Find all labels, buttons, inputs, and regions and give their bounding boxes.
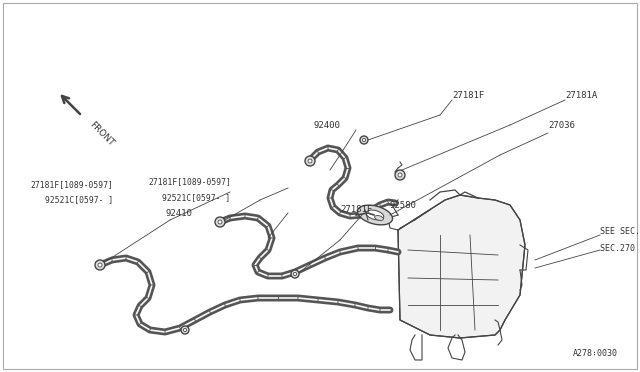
Circle shape (98, 263, 102, 267)
Text: FRONT: FRONT (88, 120, 116, 148)
Polygon shape (398, 195, 525, 338)
Ellipse shape (374, 215, 383, 221)
Text: 27181A: 27181A (565, 90, 597, 99)
Circle shape (395, 170, 405, 180)
Text: SEE SEC.270: SEE SEC.270 (600, 228, 640, 237)
Circle shape (95, 260, 105, 270)
Text: 27181F[1089-0597]: 27181F[1089-0597] (30, 180, 113, 189)
Text: 92521C[0597- ]: 92521C[0597- ] (162, 193, 230, 202)
Text: 27181F[1089-0597]: 27181F[1089-0597] (148, 177, 231, 186)
Circle shape (360, 136, 368, 144)
Circle shape (362, 138, 365, 142)
Circle shape (218, 220, 222, 224)
Text: SEC.270  参照: SEC.270 参照 (600, 244, 640, 253)
Circle shape (291, 270, 299, 278)
Text: 92521C[0597- ]: 92521C[0597- ] (45, 196, 113, 205)
Circle shape (305, 156, 315, 166)
Circle shape (184, 328, 187, 331)
Ellipse shape (366, 210, 384, 220)
Text: 92400: 92400 (314, 121, 341, 129)
Text: 92410: 92410 (165, 208, 192, 218)
Circle shape (398, 173, 402, 177)
Circle shape (215, 217, 225, 227)
Circle shape (181, 326, 189, 334)
Text: 27181F: 27181F (340, 205, 372, 215)
Circle shape (308, 159, 312, 163)
Text: 92580: 92580 (390, 201, 417, 209)
Text: A278∶0030: A278∶0030 (573, 349, 618, 358)
Circle shape (293, 272, 296, 276)
Text: 27181F: 27181F (452, 90, 484, 99)
Ellipse shape (358, 205, 392, 225)
Text: 27036: 27036 (548, 121, 575, 129)
